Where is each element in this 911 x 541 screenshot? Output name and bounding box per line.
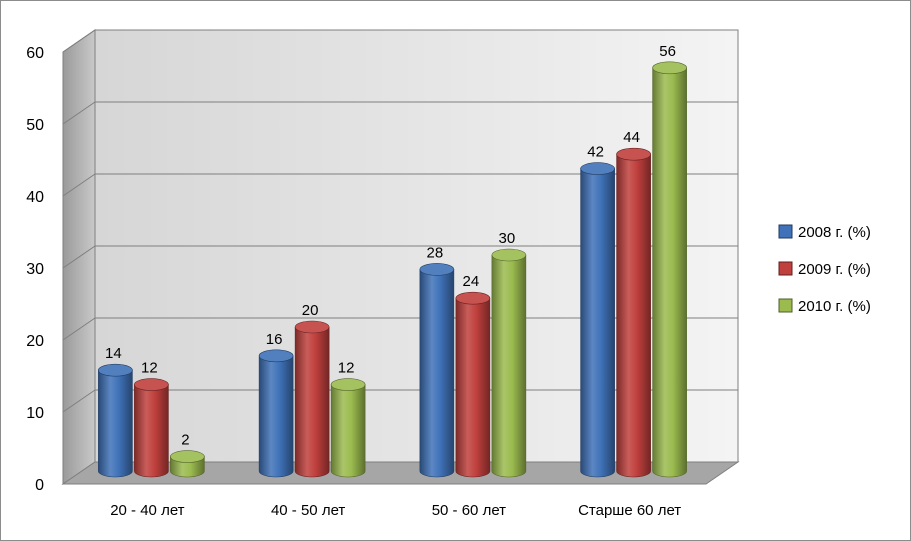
y-tick-label: 0 xyxy=(35,477,44,494)
floor xyxy=(61,461,740,485)
legend-swatch xyxy=(778,298,793,313)
bar-top xyxy=(258,349,294,363)
legend-label: 2009 г. (%) xyxy=(798,261,871,278)
data-label: 2 xyxy=(181,432,189,449)
data-label: 12 xyxy=(338,360,355,377)
legend-swatch xyxy=(778,224,793,239)
bar xyxy=(294,320,330,478)
y-tick-label: 40 xyxy=(26,189,44,206)
bar-body xyxy=(652,67,687,478)
bar xyxy=(134,378,169,478)
gridline-side xyxy=(62,245,96,269)
data-label: 28 xyxy=(427,244,444,261)
data-label: 30 xyxy=(499,230,516,247)
bar-body xyxy=(491,254,527,478)
bar xyxy=(330,378,366,478)
bar xyxy=(455,291,491,478)
bar-top xyxy=(455,291,491,305)
bar-body xyxy=(294,326,330,478)
bar-top xyxy=(652,61,687,75)
legend-swatch xyxy=(778,261,793,276)
data-label: 24 xyxy=(463,273,480,290)
bar-top xyxy=(491,248,527,262)
bar xyxy=(170,450,205,478)
x-tick-label: 50 - 60 лет xyxy=(432,502,506,519)
bar-top xyxy=(294,320,330,334)
data-labels: 14 12 2 16 20 12 28 24 30 42 44 56 xyxy=(105,43,676,449)
bar-top xyxy=(170,450,205,463)
x-tick-label: 20 - 40 лет xyxy=(110,502,184,519)
bar xyxy=(652,61,687,478)
y-axis: 0 10 20 30 40 50 60 xyxy=(26,45,44,494)
legend: 2008 г. (%) 2009 г. (%) 2010 г. (%) xyxy=(778,224,871,315)
data-label: 20 xyxy=(302,302,319,319)
data-label: 56 xyxy=(659,43,676,60)
bar-body xyxy=(98,369,133,478)
y-tick-label: 60 xyxy=(26,45,44,62)
bar-body xyxy=(419,269,455,478)
bar-top xyxy=(580,162,615,175)
data-label: 44 xyxy=(623,129,640,146)
bar-body xyxy=(580,168,615,478)
data-label: 42 xyxy=(587,144,604,161)
gridline-side xyxy=(62,29,96,53)
y-tick-label: 20 xyxy=(26,333,44,350)
gridline-side xyxy=(62,101,96,125)
x-tick-label: 40 - 50 лет xyxy=(271,502,345,519)
legend-label: 2010 г. (%) xyxy=(798,298,871,315)
data-label: 14 xyxy=(105,345,122,362)
bar-body xyxy=(258,355,294,478)
x-axis: 20 - 40 лет 40 - 50 лет 50 - 60 лет Старше … xyxy=(110,502,681,519)
legend-label: 2008 г. (%) xyxy=(798,224,871,241)
bar xyxy=(616,147,651,478)
bars xyxy=(98,61,687,478)
bar xyxy=(580,162,615,478)
y-tick-label: 30 xyxy=(26,261,44,278)
legend-item: 2010 г. (%) xyxy=(778,298,871,315)
data-label: 12 xyxy=(141,360,158,377)
gridline-side xyxy=(62,389,96,413)
gridline-side xyxy=(62,317,96,341)
data-label: 16 xyxy=(266,331,283,348)
bar-top xyxy=(330,378,366,391)
bar-body xyxy=(455,297,491,478)
bar xyxy=(98,363,133,478)
bar-top xyxy=(134,378,169,391)
x-tick-label: Старше 60 лет xyxy=(578,502,681,519)
y-tick-label: 10 xyxy=(26,405,44,422)
legend-item: 2009 г. (%) xyxy=(778,261,871,278)
bar xyxy=(258,349,294,478)
legend-item: 2008 г. (%) xyxy=(778,224,871,241)
bar xyxy=(419,263,455,478)
bar-top xyxy=(616,147,651,161)
bar-body xyxy=(330,384,366,478)
bar-top xyxy=(419,263,455,276)
y-tick-label: 50 xyxy=(26,117,44,134)
bar-top xyxy=(98,363,133,377)
bar xyxy=(491,248,527,478)
gridline-side xyxy=(62,173,96,197)
bar-body xyxy=(134,384,169,478)
bar-body xyxy=(616,153,651,478)
